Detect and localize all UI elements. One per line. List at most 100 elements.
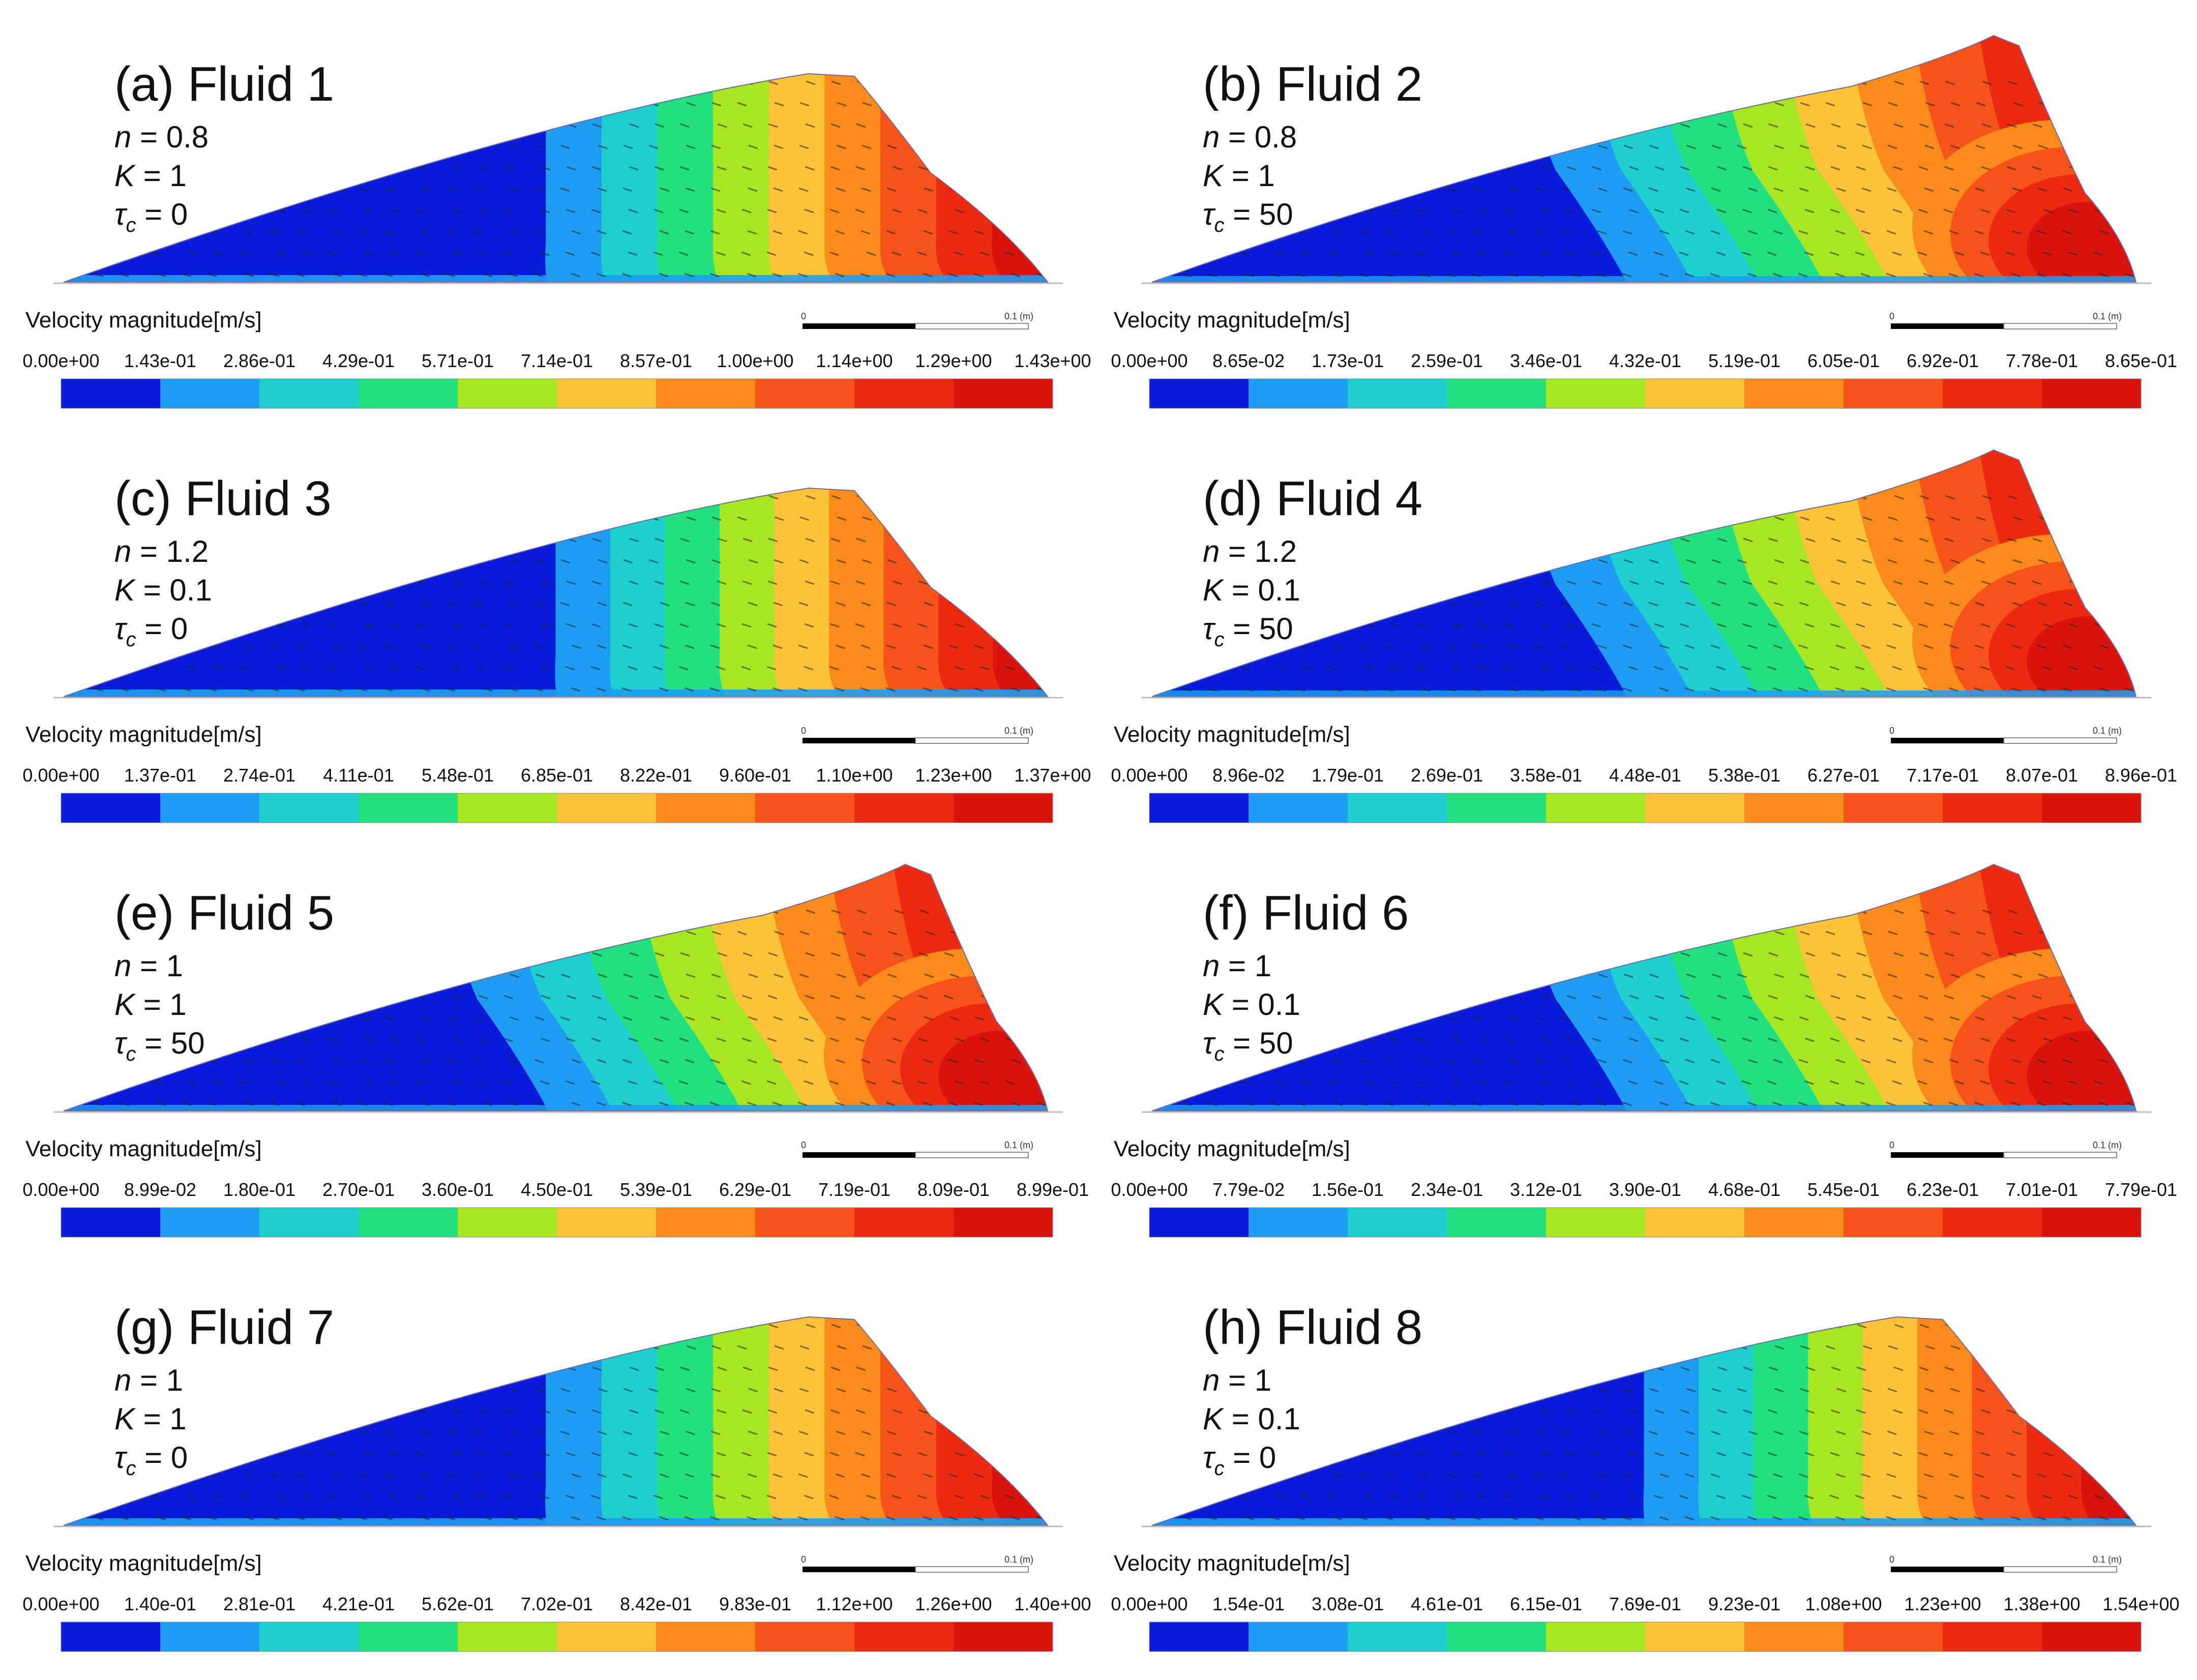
vector-arrow (1680, 166, 1690, 171)
vector-arrow (885, 1516, 896, 1521)
vector-arrow (417, 495, 427, 500)
vector-arrow (302, 208, 312, 214)
vector-arrow (442, 495, 452, 500)
vector-arrow (1825, 1345, 1835, 1350)
vector-arrow (359, 1016, 369, 1021)
parameter-symbol: τ (114, 1441, 128, 1475)
vector-arrow (1743, 123, 1753, 128)
vector-arrow (1359, 187, 1369, 192)
vector-arrow (2062, 273, 2072, 278)
vector-arrow (1799, 973, 1809, 978)
vector-arrow (1747, 644, 1758, 649)
vector-arrow (384, 144, 395, 149)
vector-arrow (326, 1494, 337, 1499)
vector-arrow (981, 1366, 991, 1371)
vector-arrow (365, 995, 375, 1000)
scale-bar-white (2003, 737, 2117, 744)
vector-arrow (680, 537, 690, 543)
vector-arrow (1659, 230, 1670, 235)
colorbar-swatch (1149, 1208, 1249, 1237)
vector-arrow (1805, 123, 1816, 128)
vector-arrow (1825, 516, 1835, 521)
vector-arrow (1452, 1037, 1463, 1042)
vector-arrow (156, 273, 166, 278)
vector-arrow (885, 1101, 896, 1106)
vector-arrow (503, 580, 514, 585)
vector-arrow (447, 1430, 457, 1435)
scale-bar-end: 0.1 (m) (2093, 1140, 2122, 1150)
vector-arrow (2120, 123, 2130, 128)
vector-arrow (1509, 602, 1520, 607)
vector-arrow (1327, 1494, 1337, 1499)
vector-arrow (1479, 1324, 1490, 1329)
vector-arrow (659, 273, 669, 278)
vector-arrow (1567, 1366, 1577, 1371)
vector-arrow (1679, 666, 1689, 671)
colorbar-tick: 4.68e-01 (1708, 1179, 1780, 1200)
vector-arrow (1918, 580, 1928, 585)
vector-arrow (799, 516, 810, 521)
vector-arrow (2037, 602, 2047, 607)
vector-arrow (1856, 995, 1866, 1000)
vector-arrow (1774, 559, 1784, 564)
vector-arrow (271, 559, 281, 564)
vector-arrow (804, 1452, 814, 1457)
vector-arrow (1037, 1388, 1048, 1393)
vector-arrow (2062, 1101, 2072, 1106)
vector-arrow (478, 995, 488, 1000)
vector-arrow (716, 1452, 726, 1457)
vector-arrow (1718, 495, 1728, 500)
vector-arrow (836, 187, 846, 192)
vector-arrow (598, 102, 608, 107)
vector-arrow (452, 1080, 462, 1085)
vector-arrow (540, 1452, 550, 1457)
vector-arrow (1012, 602, 1022, 607)
vector-arrow (1716, 1494, 1726, 1499)
vector-arrow (2069, 537, 2080, 543)
vector-arrow (414, 1080, 425, 1085)
panel-title: (h) Fluid 8 (1203, 1300, 1422, 1355)
colorbar-tick: 3.58e-01 (1510, 765, 1582, 786)
vector-arrow (829, 1452, 840, 1457)
vector-arrow (420, 1101, 430, 1106)
vector-arrow (974, 1016, 985, 1021)
vector-arrow (1333, 602, 1344, 607)
vector-arrow (1358, 1473, 1369, 1478)
vector-arrow (295, 1516, 305, 1521)
vector-arrow (2005, 1080, 2015, 1085)
vector-arrow (1182, 1101, 1192, 1106)
vector-arrow (860, 1516, 870, 1521)
colorbar-swatch (2042, 379, 2142, 408)
vector-arrow (296, 559, 307, 564)
vector-arrow (472, 559, 483, 564)
parameter-symbol: n (114, 949, 131, 983)
vector-arrow (2070, 909, 2080, 914)
vector-arrow (1453, 995, 1463, 1000)
vector-arrow (654, 166, 664, 171)
vector-arrow (1452, 1080, 1462, 1085)
scale-bar-end: 0.1 (m) (2093, 311, 2122, 321)
vector-arrow (1923, 687, 1933, 692)
vector-arrow (1976, 102, 1986, 107)
vector-arrow (924, 1016, 934, 1021)
vector-arrow (975, 1345, 986, 1350)
vector-arrow (1509, 230, 1519, 235)
vector-arrow (389, 666, 399, 671)
vector-arrow (156, 1101, 166, 1106)
vector-arrow (856, 952, 866, 957)
vector-arrow (542, 80, 552, 85)
vector-arrow (1561, 102, 1571, 107)
vector-arrow (1472, 602, 1482, 607)
vector-arrow (1944, 580, 1954, 585)
vector-arrow (1032, 952, 1042, 957)
vector-arrow (1856, 580, 1866, 585)
vector-arrow (1448, 102, 1458, 107)
vector-arrow (1743, 537, 1753, 543)
colorbar-tick: 1.40e-01 (124, 1594, 196, 1614)
vector-arrow (2064, 102, 2074, 107)
vector-arrow (685, 1430, 695, 1435)
vector-arrow (2068, 208, 2079, 214)
vector-arrow (1686, 559, 1696, 564)
vector-arrow (1561, 559, 1571, 564)
vector-arrow (862, 102, 872, 107)
